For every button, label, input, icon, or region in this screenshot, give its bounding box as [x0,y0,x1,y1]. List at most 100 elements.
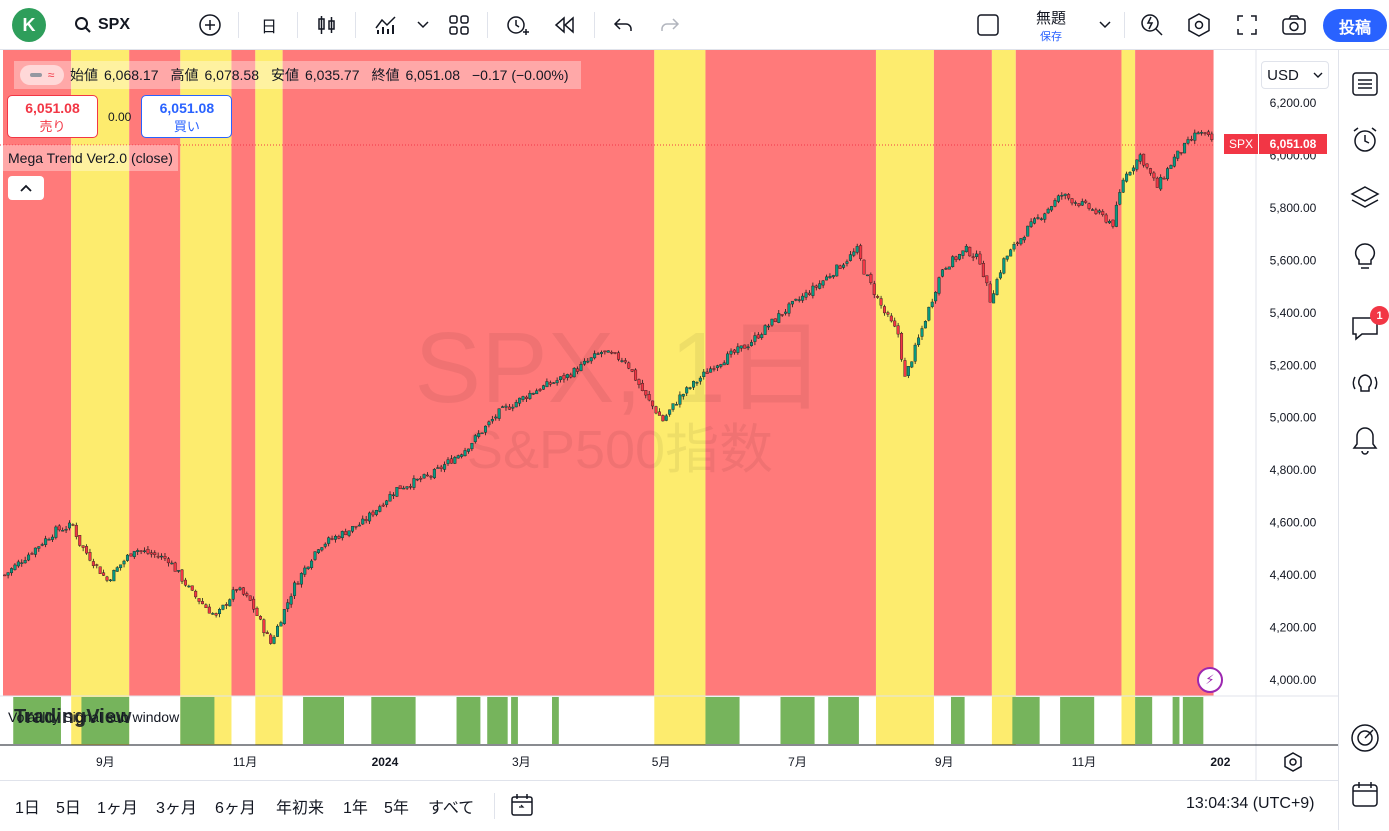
candle-down [166,558,170,564]
interval-button[interactable]: 日 [260,19,277,36]
candle-down [354,525,358,528]
range-3m-button[interactable]: 3ヶ月 [156,800,197,817]
volatility-signal-bar [487,697,508,744]
search-icon [75,17,91,33]
bell-icon[interactable] [1349,424,1381,456]
settings-button[interactable] [1185,8,1213,42]
post-button[interactable]: 投稿 [1323,9,1387,42]
compare-add-button[interactable] [196,8,224,42]
toolbar-divider [297,12,298,38]
currency-select[interactable]: USD [1261,61,1329,89]
layout-menu-dropdown[interactable] [1096,8,1114,42]
gear-icon[interactable] [1283,752,1303,777]
volatility-signal-bar [705,697,740,744]
chart-type-button[interactable] [313,8,341,42]
candle-down [269,634,273,644]
layers-icon[interactable] [1349,182,1381,214]
candle-up [664,415,668,421]
range-1m-button[interactable]: 1ヶ月 [97,800,138,817]
trend-zone-yellow [180,50,232,696]
candle-up [1022,237,1026,241]
goto-date-icon[interactable] [509,792,535,823]
dom-icon[interactable] [1349,722,1381,754]
candle-up [753,335,757,342]
sub-indicator-legend[interactable]: Volatility Signal sub window [8,709,180,725]
candle-down [78,535,82,546]
candle-up [606,350,610,353]
candle-up [1043,213,1047,220]
chart-area[interactable]: SPX, 1日 S&P500指数 6,200.00 6,000.00 5,800.0… [0,50,1389,780]
candle-up [327,537,331,544]
candle-down [1152,172,1156,179]
price-scale[interactable]: 6,200.006,000.005,800.005,600.005,400.00… [1270,96,1317,687]
calendar-icon[interactable] [1349,778,1381,810]
trend-zone-red [3,50,72,696]
candle-up [497,408,501,419]
lightning-icon[interactable]: ⚡ [1197,667,1223,693]
layout-grid-button[interactable] [445,8,473,42]
watermark-description: S&P500指数 [467,420,773,480]
layout-toggle-button[interactable] [974,8,1002,42]
volatility-signal-bar [180,697,215,744]
redo-button[interactable] [656,8,684,42]
range-1y-button[interactable]: 1年 [343,800,368,817]
candle-down [1101,211,1105,215]
price-chart[interactable]: SPX, 1日 S&P500指数 6,200.006,000.005,800.0… [0,50,1338,780]
notification-badge: 1 [1370,306,1389,325]
candle-down [538,389,542,391]
indicators-dropdown[interactable] [414,8,432,42]
user-avatar[interactable]: K [12,8,46,42]
range-5d-button[interactable]: 5日 [56,800,81,817]
candle-up [582,360,586,365]
range-1d-button[interactable]: 1日 [15,800,40,817]
candle-up [923,321,927,329]
alert-button[interactable] [503,8,531,42]
fullscreen-button[interactable] [1233,8,1261,42]
candle-down [882,306,886,314]
candle-down [613,352,617,354]
candle-down [869,274,873,283]
candle-up [13,564,17,570]
layout-name[interactable]: 無題 保存 [1020,7,1082,44]
candle-up [760,334,764,339]
symbol-visibility-toggle[interactable]: ≈ [20,65,64,85]
candle-up [927,306,931,321]
candle-down [507,406,511,410]
toolbar-divider [494,793,495,819]
snapshot-button[interactable] [1280,8,1308,42]
candle-down [337,536,341,539]
range-5y-button[interactable]: 5年 [384,800,409,817]
candle-down [194,590,198,598]
quick-search-button[interactable] [1138,8,1166,42]
time-tick-label: 5月 [652,755,671,769]
sell-button[interactable]: 6,051.08 売り [7,95,98,138]
watchlist-icon[interactable] [1349,68,1381,100]
candle-up [115,567,119,572]
range-ytd-button[interactable]: 年初来 [276,800,325,817]
buy-button[interactable]: 6,051.08 買い [141,95,233,138]
volatility-signal-bar [1012,697,1040,744]
symbol-search-button[interactable]: SPX [74,8,130,42]
volatility-signal-bar [950,697,965,744]
replay-button[interactable] [551,8,579,42]
candle-up [992,293,996,304]
stream-icon[interactable] [1349,368,1381,400]
time-scale[interactable]: 9月 11月 2024 3月 5月 7月 9月 11月 202 [96,755,1231,769]
indicator-legend[interactable]: Mega Trend Ver2.0 (close) [3,145,178,171]
candles [3,129,1214,645]
indicators-button[interactable] [372,8,400,42]
ideas-icon[interactable] [1349,240,1381,272]
range-6m-button[interactable]: 6ヶ月 [215,800,256,817]
price-tick-label: 4,800.00 [1270,463,1317,477]
legend-collapse-button[interactable] [8,176,44,200]
undo-button[interactable] [609,8,637,42]
camera-icon [1282,15,1306,35]
candle-up [23,560,27,564]
range-all-button[interactable]: すべて [428,800,475,817]
candle-down [1155,177,1159,188]
high-label: 高値 [170,67,199,83]
clock[interactable]: 13:04:34 (UTC+9) [1186,795,1315,812]
alarm-clock-icon[interactable] [1349,124,1381,156]
candle-down [71,524,75,526]
candle-up [119,564,123,569]
